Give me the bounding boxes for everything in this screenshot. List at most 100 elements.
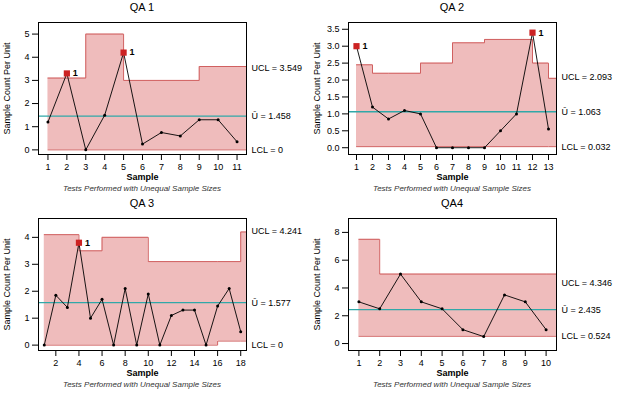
svg-text:Sample Count Per Unit: Sample Count Per Unit	[2, 238, 12, 331]
svg-text:0: 0	[334, 338, 339, 348]
svg-text:1: 1	[354, 162, 359, 172]
html-text:QA 3: QA 3	[129, 197, 155, 209]
svg-text:4: 4	[24, 52, 29, 62]
svg-text:1: 1	[130, 47, 135, 57]
svg-text:2: 2	[377, 358, 382, 368]
svg-text:3.5: 3.5	[327, 24, 340, 34]
svg-text:10: 10	[541, 358, 551, 368]
html-text:Tests Performed with Unequal S: Tests Performed with Unequal Sample Size…	[63, 380, 221, 389]
svg-text:6: 6	[460, 358, 465, 368]
svg-text:6: 6	[140, 162, 145, 172]
svg-text:LCL = 0.032: LCL = 0.032	[562, 142, 611, 152]
svg-text:4: 4	[102, 162, 107, 172]
svg-text:5: 5	[24, 29, 29, 39]
html-text:Tests Performed with Unequal S: Tests Performed with Unequal Sample Size…	[373, 380, 531, 389]
svg-text:Sample: Sample	[436, 172, 468, 182]
svg-text:9: 9	[197, 162, 202, 172]
svg-text:9: 9	[523, 358, 528, 368]
svg-text:8: 8	[178, 162, 183, 172]
svg-text:1.0: 1.0	[327, 109, 340, 119]
svg-text:6: 6	[334, 255, 339, 265]
svg-text:3: 3	[83, 162, 88, 172]
html-text:Tests Performed with Unequal S: Tests Performed with Unequal Sample Size…	[63, 184, 221, 193]
svg-text:3: 3	[398, 358, 403, 368]
svg-text:5: 5	[121, 162, 126, 172]
svg-text:3.0: 3.0	[327, 41, 340, 51]
svg-text:11: 11	[512, 162, 521, 172]
svg-text:LCL = 0: LCL = 0	[252, 340, 283, 350]
svg-text:8: 8	[334, 227, 339, 237]
svg-text:1: 1	[85, 238, 90, 248]
svg-text:4: 4	[24, 232, 29, 242]
svg-text:7: 7	[481, 358, 486, 368]
svg-text:Sample Count Per Unit: Sample Count Per Unit	[312, 42, 322, 135]
svg-text:3: 3	[24, 259, 29, 269]
svg-text:1: 1	[356, 358, 361, 368]
svg-text:10: 10	[213, 162, 223, 172]
svg-text:0.0: 0.0	[327, 143, 340, 153]
svg-text:8: 8	[502, 358, 507, 368]
svg-text:1: 1	[45, 162, 50, 172]
svg-text:9: 9	[482, 162, 487, 172]
svg-text:Sample: Sample	[436, 368, 468, 378]
svg-text:UCL = 4.241: UCL = 4.241	[252, 226, 302, 236]
svg-text:18: 18	[236, 358, 246, 368]
svg-text:0: 0	[24, 340, 29, 350]
svg-text:Sample: Sample	[126, 368, 158, 378]
svg-text:LCL = 0: LCL = 0	[252, 145, 283, 155]
svg-text:10: 10	[143, 358, 153, 368]
html-text:QA4: QA4	[441, 197, 463, 209]
svg-text:2: 2	[24, 286, 29, 296]
svg-text:Sample: Sample	[126, 172, 158, 182]
svg-text:6: 6	[100, 358, 105, 368]
svg-text:16: 16	[213, 358, 223, 368]
svg-text:0: 0	[24, 145, 29, 155]
svg-text:0.5: 0.5	[327, 126, 340, 136]
svg-text:Ū = 2.435: Ū = 2.435	[562, 305, 601, 315]
svg-text:10: 10	[495, 162, 505, 172]
svg-text:4: 4	[334, 283, 339, 293]
svg-text:Sample Count Per Unit: Sample Count Per Unit	[2, 42, 12, 135]
svg-text:Ū = 1.063: Ū = 1.063	[562, 107, 601, 117]
svg-text:Ū = 1.577: Ū = 1.577	[252, 298, 291, 308]
svg-text:7: 7	[159, 162, 164, 172]
svg-text:7: 7	[450, 162, 455, 172]
svg-text:4: 4	[76, 358, 81, 368]
svg-text:4: 4	[419, 358, 424, 368]
svg-text:2.0: 2.0	[327, 75, 340, 85]
svg-text:2: 2	[24, 98, 29, 108]
svg-text:3: 3	[24, 75, 29, 85]
svg-text:1: 1	[24, 313, 29, 323]
svg-text:UCL = 4.346: UCL = 4.346	[562, 278, 612, 288]
svg-text:2.5: 2.5	[327, 58, 340, 68]
svg-text:UCL = 2.093: UCL = 2.093	[562, 72, 612, 82]
svg-text:1.5: 1.5	[327, 92, 340, 102]
svg-text:6: 6	[434, 162, 439, 172]
svg-text:2: 2	[53, 358, 58, 368]
svg-text:13: 13	[543, 162, 553, 172]
svg-text:5: 5	[440, 358, 445, 368]
svg-text:14: 14	[189, 358, 199, 368]
svg-text:2: 2	[334, 311, 339, 321]
svg-text:11: 11	[232, 162, 241, 172]
svg-text:1: 1	[73, 68, 78, 78]
svg-text:2: 2	[64, 162, 69, 172]
svg-text:12: 12	[166, 358, 176, 368]
svg-text:UCL = 3.549: UCL = 3.549	[252, 63, 302, 73]
html-text:Tests Performed with Unequal S: Tests Performed with Unequal Sample Size…	[373, 184, 531, 193]
svg-text:4: 4	[402, 162, 407, 172]
html-text:QA 2: QA 2	[439, 1, 465, 13]
svg-text:5: 5	[418, 162, 423, 172]
svg-text:2: 2	[370, 162, 375, 172]
svg-text:8: 8	[123, 358, 128, 368]
svg-text:1: 1	[363, 41, 368, 51]
svg-text:LCL = 0.524: LCL = 0.524	[562, 331, 611, 341]
svg-text:Ū = 1.458: Ū = 1.458	[252, 111, 291, 121]
svg-text:Sample Count Per Unit: Sample Count Per Unit	[312, 238, 322, 331]
svg-text:12: 12	[527, 162, 537, 172]
svg-text:8: 8	[466, 162, 471, 172]
html-text:QA 1: QA 1	[129, 1, 155, 13]
svg-text:1: 1	[24, 122, 29, 132]
svg-text:1: 1	[539, 28, 544, 38]
svg-text:3: 3	[386, 162, 391, 172]
